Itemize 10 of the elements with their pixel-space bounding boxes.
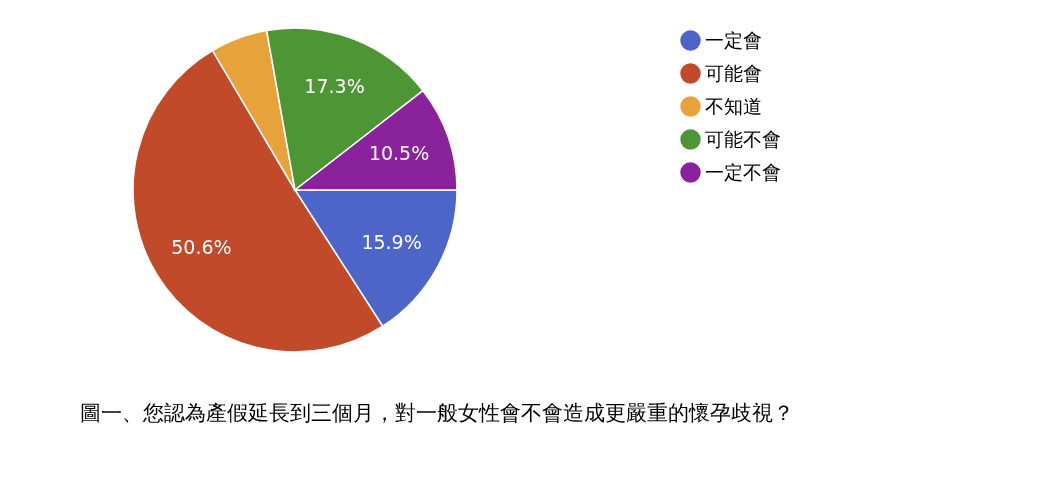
legend-label: 一定不會: [705, 160, 781, 183]
text: 圖一、您認為產假延長到三個月，對一般女性會不會造成更嚴重的懷孕歧視？: [80, 401, 794, 425]
data-label: 10.5%: [368, 142, 430, 165]
data-label: 50.6%: [171, 235, 232, 258]
data-label: 17.3%: [304, 75, 365, 98]
legend-label: 不知道: [705, 94, 762, 117]
data-label: 15.9%: [361, 230, 422, 253]
legend-label: 一定會: [705, 28, 762, 51]
legend-label: 可能不會: [705, 127, 781, 150]
legend-label: 可能會: [705, 61, 762, 84]
